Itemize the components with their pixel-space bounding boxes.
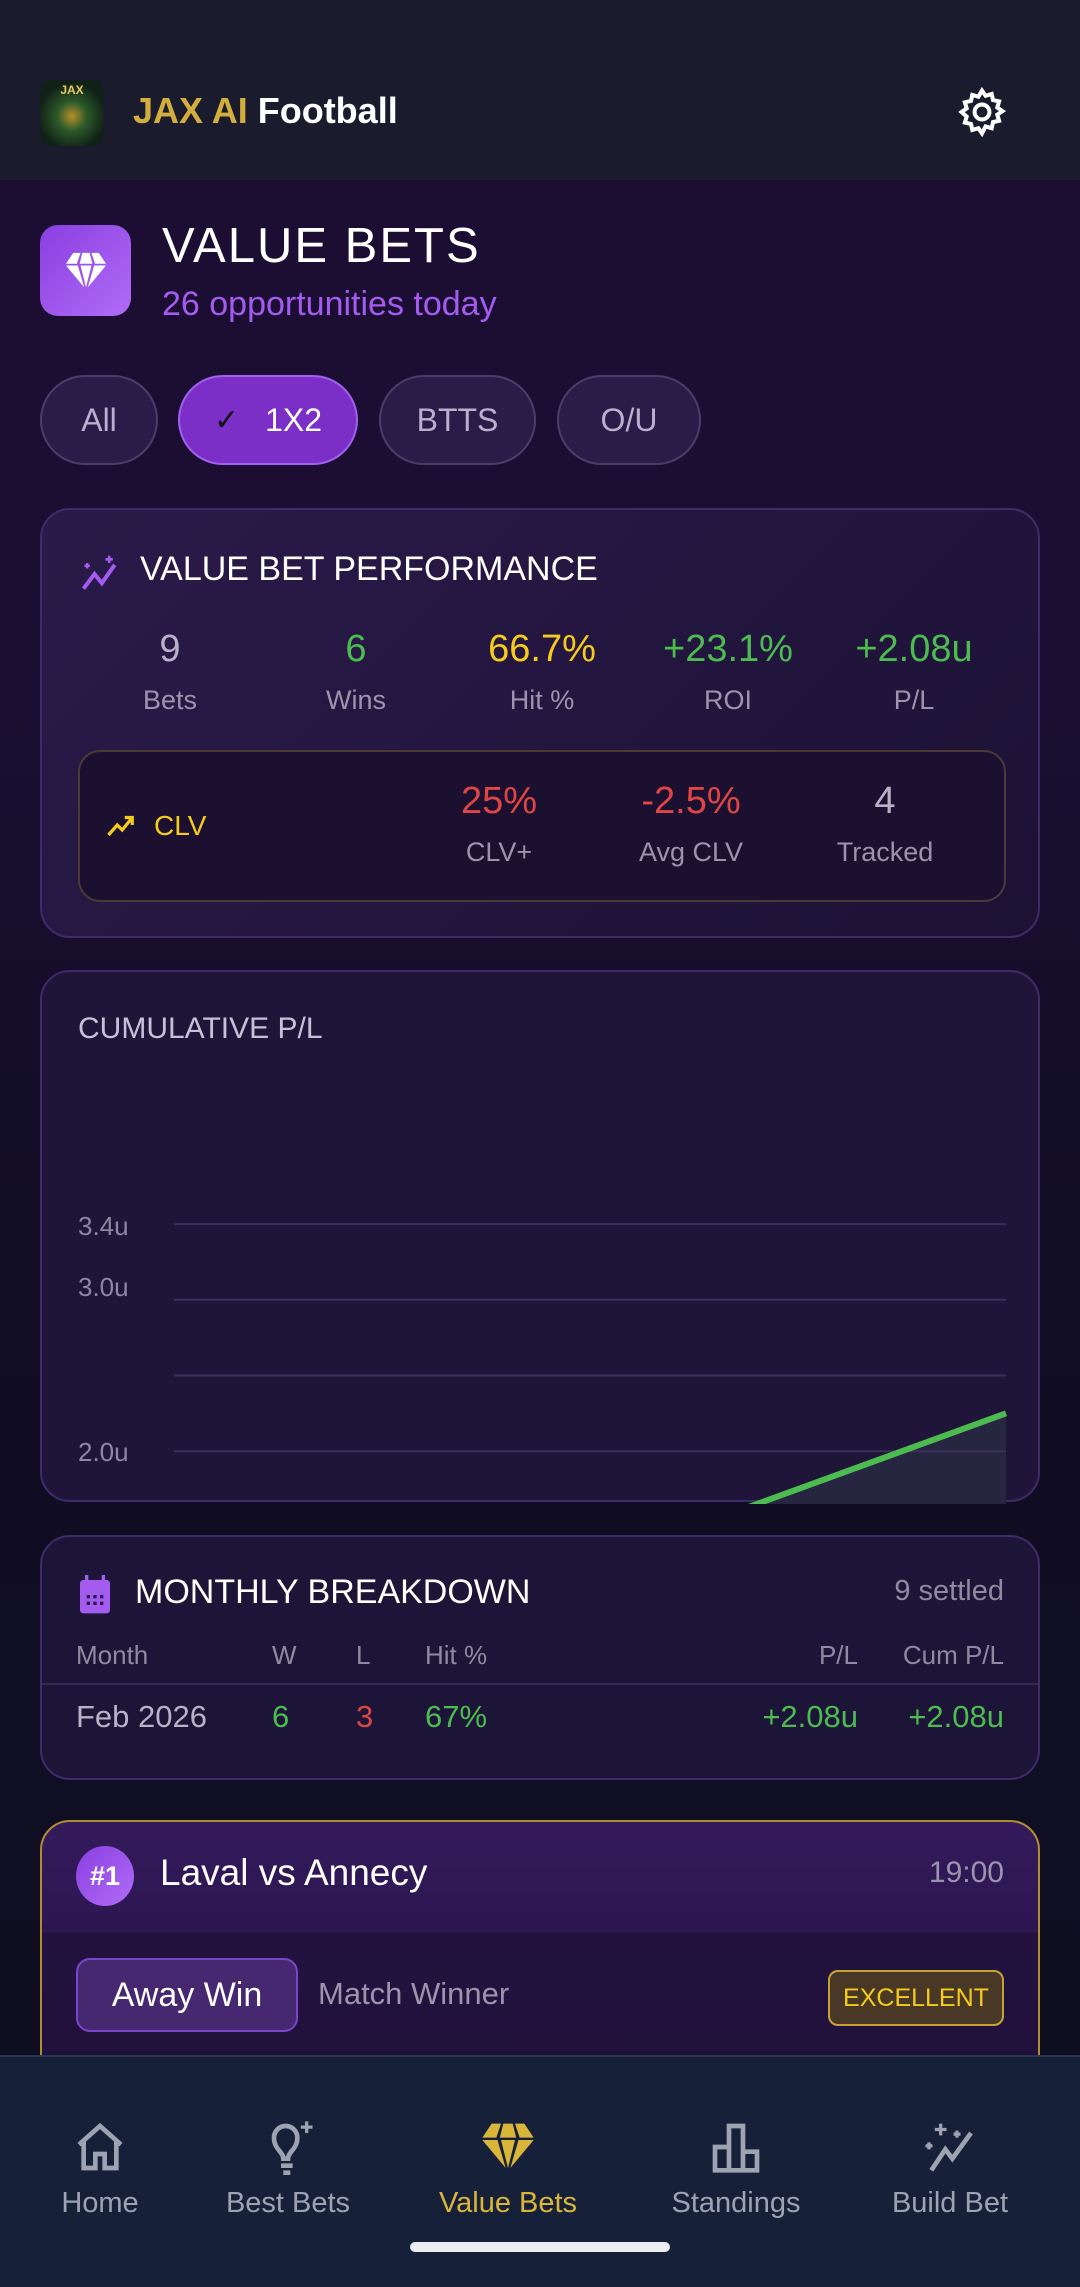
filter-chip-1x2[interactable]: ✓ 1X2 xyxy=(178,375,358,465)
app-title: JAX AI Football xyxy=(133,90,398,132)
pl-line xyxy=(748,1410,1008,1504)
home-icon xyxy=(77,2122,123,2171)
rank-badge: #1 xyxy=(76,1846,134,1906)
chip-label: O/U xyxy=(600,401,658,438)
col-w: W xyxy=(272,1640,297,1670)
stat-value: 66.7% xyxy=(488,628,596,670)
nav-label: Value Bets xyxy=(438,2187,578,2219)
stat-value: -2.5% xyxy=(641,780,741,822)
stat-label: ROI xyxy=(703,685,752,715)
trending-up-icon xyxy=(107,815,134,837)
lightbulb-icon xyxy=(271,2121,313,2175)
chip-label: All xyxy=(81,401,117,438)
stat-value: 25% xyxy=(460,780,538,822)
row-l: 3 xyxy=(356,1699,374,1734)
stat-label: P/L xyxy=(893,685,935,715)
app-title-brand: JAX AI xyxy=(133,90,248,131)
y-tick-label: 2.0u xyxy=(78,1437,129,1467)
stat-label: CLV+ xyxy=(465,837,533,867)
stat-clv-plus: 25% CLV+ xyxy=(406,780,592,868)
stat-wins: 6 Wins xyxy=(263,628,449,716)
stat-value: 4 xyxy=(874,780,896,822)
app-header: JAX JAX AI Football xyxy=(0,0,1080,180)
col-pl: P/L xyxy=(818,1640,858,1670)
value-bets-icon-tile xyxy=(40,225,131,316)
pick-pill: Away Win xyxy=(76,1958,298,2032)
stat-value: +23.1% xyxy=(663,628,793,670)
app-logo: JAX xyxy=(40,80,104,146)
chip-label: 1X2 xyxy=(265,401,323,438)
performance-card: VALUE BET PERFORMANCE 9 Bets 6 Wins 66.7% H… xyxy=(40,508,1040,938)
row-hit: 67% xyxy=(425,1699,488,1734)
nav-standings[interactable]: Standings xyxy=(636,2119,836,2220)
row-pl: +2.08u xyxy=(762,1699,858,1734)
stat-value: +2.08u xyxy=(855,628,973,670)
gear-icon[interactable] xyxy=(955,85,1009,139)
performance-title: VALUE BET PERFORMANCE xyxy=(140,550,598,588)
divider xyxy=(42,1683,1038,1685)
nav-value-bets[interactable]: Value Bets xyxy=(408,2119,608,2220)
monthly-title: MONTHLY BREAKDOWN xyxy=(135,1573,531,1611)
stat-hit-rate: 66.7% Hit % xyxy=(449,628,635,716)
filter-chip-all[interactable]: All xyxy=(40,375,158,465)
sparkle-chart-icon xyxy=(925,2123,973,2172)
y-tick-label: 3.0u xyxy=(78,1272,129,1302)
home-indicator[interactable] xyxy=(410,2242,670,2252)
monthly-breakdown-card: MONTHLY BREAKDOWN 9 settled Month W L Hi… xyxy=(40,1535,1040,1780)
logo-text: JAX xyxy=(60,83,84,97)
stat-label: Wins xyxy=(326,685,386,715)
nav-label: Build Bet xyxy=(891,2187,1009,2219)
settled-count: 9 settled xyxy=(894,1575,1004,1607)
page-subtitle: 26 opportunities today xyxy=(162,285,497,323)
filter-chip-ou[interactable]: O/U xyxy=(557,375,701,465)
col-month: Month xyxy=(76,1640,149,1670)
cumulative-pl-chart: 3.4u3.0u2.0u1.0u0.0u-1.0u-1.1u xyxy=(78,1211,1008,1504)
nav-label: Best Bets xyxy=(225,2187,351,2219)
stat-label: Hit % xyxy=(509,685,575,715)
cumulative-pl-card: CUMULATIVE P/L 3.4u3.0u2.0u1.0u0.0u-1.0u… xyxy=(40,970,1040,1504)
nav-label: Standings xyxy=(671,2187,801,2219)
chart-title: CUMULATIVE P/L xyxy=(78,1012,323,1045)
stat-bets: 9 Bets xyxy=(77,628,263,716)
stat-value: 6 xyxy=(345,628,367,670)
market-label: Match Winner xyxy=(318,1976,510,2011)
y-tick-label: 3.4u xyxy=(78,1211,129,1241)
col-l: L xyxy=(356,1640,371,1670)
nav-best-bets[interactable]: Best Bets xyxy=(188,2119,388,2220)
app-title-rest: Football xyxy=(257,90,398,131)
filter-chip-btts[interactable]: BTTS xyxy=(379,375,536,465)
nav-label: Home xyxy=(61,2187,139,2219)
clv-panel: CLV 25% CLV+ -2.5% Avg CLV 4 Tracked xyxy=(78,750,1006,902)
stat-avg-clv: -2.5% Avg CLV xyxy=(598,780,784,868)
clv-label: CLV xyxy=(154,810,207,841)
nav-home[interactable]: Home xyxy=(0,2119,200,2220)
stat-label: Bets xyxy=(142,685,198,715)
bottom-nav: Home Best Bets Value Bets Standings Buil… xyxy=(0,2055,1080,2287)
row-month: Feb 2026 xyxy=(76,1699,207,1734)
check-icon: ✓ xyxy=(213,403,240,437)
stat-value: 9 xyxy=(159,628,181,670)
chip-label: BTTS xyxy=(416,401,499,438)
page-title: VALUE BETS xyxy=(162,219,481,273)
bar-chart-icon xyxy=(712,2123,760,2173)
row-w: 6 xyxy=(272,1699,290,1734)
col-hit: Hit % xyxy=(425,1640,488,1670)
calendar-icon xyxy=(80,1575,110,1614)
stat-pl: +2.08u P/L xyxy=(821,628,1007,716)
stat-label: Avg CLV xyxy=(638,837,744,867)
row-cum-pl: +2.08u xyxy=(908,1699,1004,1734)
match-teams: Laval vs Annecy xyxy=(160,1852,428,1893)
stat-roi: +23.1% ROI xyxy=(635,628,821,716)
stat-label: Tracked xyxy=(836,837,934,867)
col-cum-pl: Cum P/L xyxy=(902,1640,1004,1670)
diamond-icon xyxy=(482,2123,534,2168)
stat-tracked: 4 Tracked xyxy=(792,780,978,868)
sparkle-chart-icon xyxy=(81,555,117,590)
nav-build-bet[interactable]: Build Bet xyxy=(850,2119,1050,2220)
rating-badge: EXCELLENT xyxy=(828,1970,1004,2026)
match-time: 19:00 xyxy=(928,1856,1004,1889)
diamond-icon xyxy=(65,252,106,287)
